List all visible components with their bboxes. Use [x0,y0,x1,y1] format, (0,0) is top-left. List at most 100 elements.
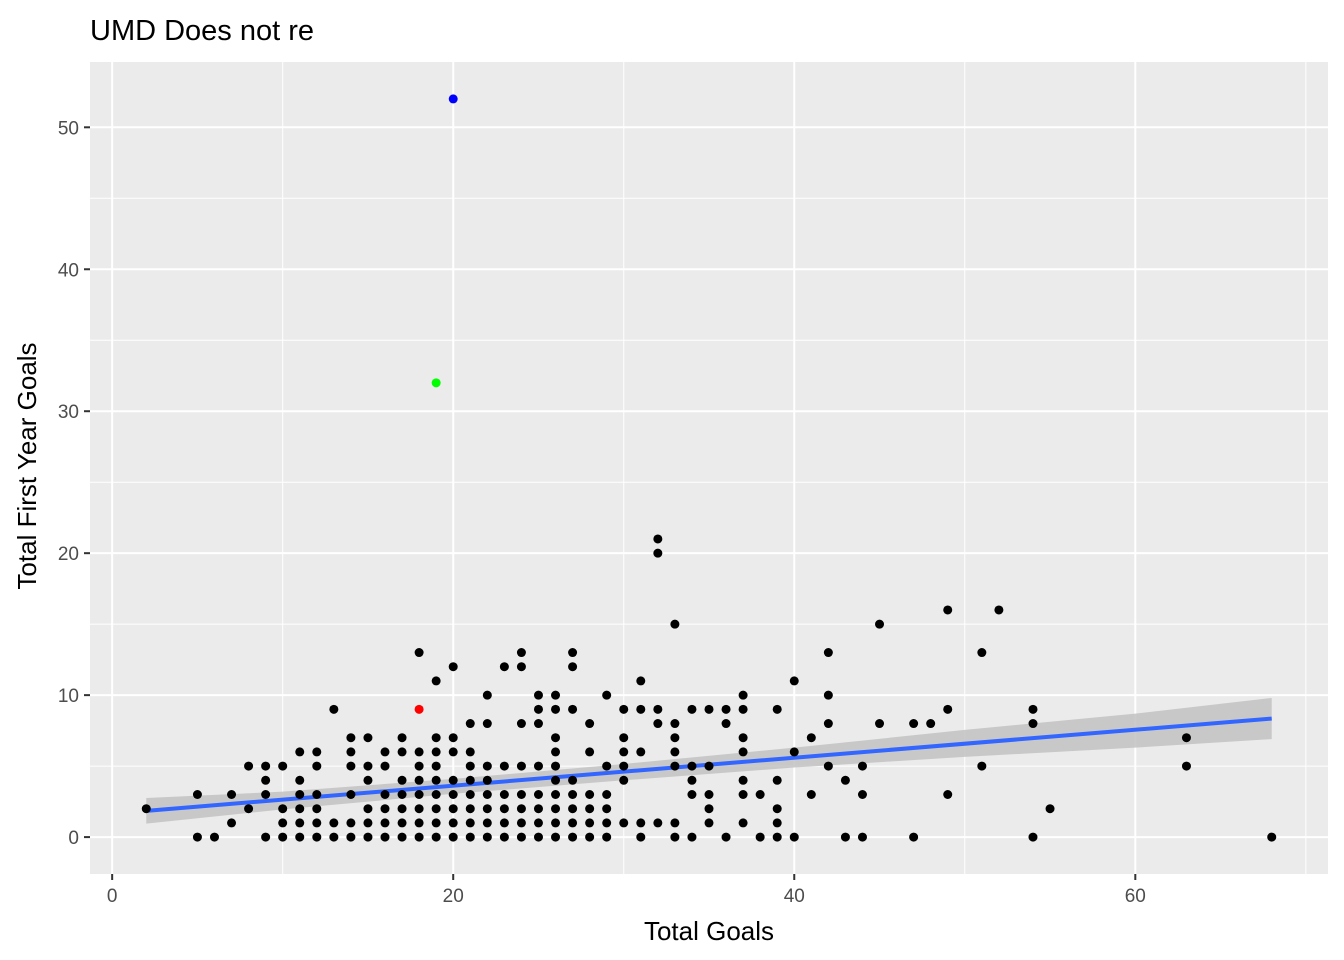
data-point [755,832,765,842]
data-point [687,775,697,785]
data-point [397,790,407,800]
data-point [482,775,492,785]
data-point [380,832,390,842]
data-point [1045,804,1055,814]
data-point [687,761,697,771]
data-point [465,719,475,729]
data-point [909,719,919,729]
data-point [482,804,492,814]
data-point [431,747,441,757]
data-point [772,832,782,842]
data-point [295,804,305,814]
data-point [278,761,288,771]
data-point [670,761,680,771]
data-point [346,790,356,800]
data-point [363,832,373,842]
data-point [704,761,714,771]
data-point [380,790,390,800]
data-point [533,804,543,814]
data-point [653,534,663,544]
data-point [823,761,833,771]
data-point [209,832,219,842]
data-points [141,94,1277,842]
data-point [670,719,680,729]
data-point [414,790,424,800]
data-point [346,832,356,842]
data-point [619,733,629,743]
data-point [261,832,271,842]
data-point [244,761,254,771]
data-point [516,662,526,672]
data-point [346,733,356,743]
highlighted-point [448,94,458,104]
data-point [568,775,578,785]
data-point [1028,832,1038,842]
y-tick-label: 20 [58,544,79,565]
data-point [278,804,288,814]
data-point [448,818,458,828]
data-point [585,832,595,842]
data-point [312,818,322,828]
y-axis-label: Total First Year Goals [12,342,42,589]
data-point [585,818,595,828]
data-point [312,832,322,842]
data-point [619,704,629,714]
data-point [551,704,561,714]
data-point [738,704,748,714]
data-point [857,761,867,771]
data-point [329,832,339,842]
data-point [670,619,680,629]
highlighted-point [414,704,424,714]
data-point [312,804,322,814]
data-point [261,775,271,785]
data-point [943,790,953,800]
data-point [516,648,526,658]
data-point [602,804,612,814]
data-point [516,790,526,800]
data-point [636,818,646,828]
data-point [192,790,202,800]
data-point [499,662,509,672]
data-point [772,704,782,714]
data-point [465,775,475,785]
data-point [994,605,1004,615]
data-point [499,818,509,828]
data-point [414,832,424,842]
data-point [551,690,561,700]
data-point [516,818,526,828]
data-point [465,747,475,757]
data-point [312,747,322,757]
data-point [636,704,646,714]
data-point [465,761,475,771]
data-point [636,832,646,842]
data-point [687,790,697,800]
data-point [278,832,288,842]
data-point [380,747,390,757]
data-point [806,733,816,743]
data-point [857,790,867,800]
data-point [431,832,441,842]
data-point [380,818,390,828]
data-point [499,804,509,814]
data-point [823,719,833,729]
data-point [619,747,629,757]
data-point [653,818,663,828]
data-point [977,648,987,658]
x-tick-labels: 0 20 40 60 [107,886,1146,907]
data-point [1028,719,1038,729]
axis-ticks [84,126,1137,880]
data-point [431,804,441,814]
data-point [602,690,612,700]
data-point [397,775,407,785]
data-point [499,790,509,800]
data-point [568,648,578,658]
data-point [943,704,953,714]
data-point [346,747,356,757]
data-point [363,775,373,785]
data-point [704,704,714,714]
data-point [363,804,373,814]
data-point [636,676,646,686]
data-point [448,832,458,842]
data-point [585,804,595,814]
data-point [585,747,595,757]
